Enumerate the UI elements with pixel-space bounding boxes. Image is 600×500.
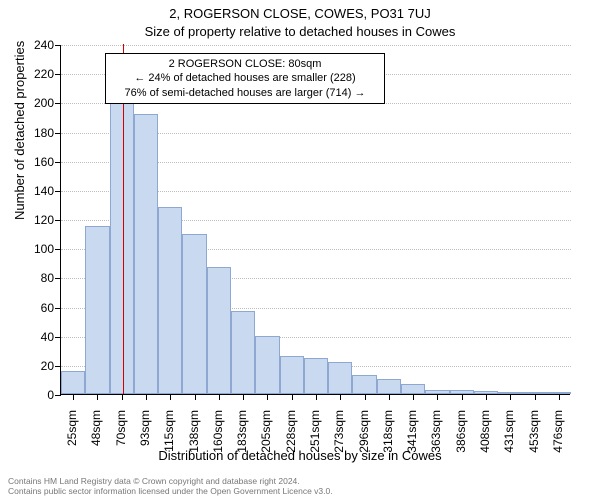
histogram-bar [85, 226, 109, 394]
y-tick-label: 140 [14, 184, 54, 198]
x-tick [73, 394, 74, 400]
y-tick-label: 200 [14, 96, 54, 110]
y-tick-label: 80 [14, 271, 54, 285]
y-tick-label: 160 [14, 155, 54, 169]
annotation-box: 2 ROGERSON CLOSE: 80sqm ← 24% of detache… [105, 53, 385, 104]
y-tick-label: 60 [14, 301, 54, 315]
y-tick-label: 220 [14, 67, 54, 81]
x-tick [195, 394, 196, 400]
x-tick [486, 394, 487, 400]
y-tick-label: 0 [14, 388, 54, 402]
x-tick [243, 394, 244, 400]
histogram-bar [182, 234, 206, 394]
histogram-bar [110, 88, 134, 394]
x-tick [267, 394, 268, 400]
y-tick [55, 337, 61, 338]
x-tick [413, 394, 414, 400]
y-tick [55, 191, 61, 192]
histogram-chart: 2, ROGERSON CLOSE, COWES, PO31 7UJ Size … [0, 0, 600, 500]
x-tick [462, 394, 463, 400]
histogram-bar [352, 375, 376, 394]
y-tick [55, 45, 61, 46]
x-tick [219, 394, 220, 400]
x-tick [316, 394, 317, 400]
x-tick [437, 394, 438, 400]
y-tick-label: 40 [14, 330, 54, 344]
y-tick [55, 133, 61, 134]
attribution-line-1: Contains HM Land Registry data © Crown c… [8, 476, 592, 486]
annotation-line-2: ← 24% of detached houses are smaller (22… [112, 71, 378, 85]
y-tick [55, 162, 61, 163]
chart-title-main: 2, ROGERSON CLOSE, COWES, PO31 7UJ [0, 6, 600, 21]
x-tick [559, 394, 560, 400]
y-tick-label: 240 [14, 38, 54, 52]
histogram-bar [377, 379, 401, 394]
x-tick [292, 394, 293, 400]
histogram-bar [304, 358, 328, 394]
x-tick [122, 394, 123, 400]
annotation-line-1: 2 ROGERSON CLOSE: 80sqm [112, 57, 378, 71]
y-tick [55, 366, 61, 367]
x-tick [146, 394, 147, 400]
y-tick [55, 308, 61, 309]
y-tick [55, 278, 61, 279]
x-tick [389, 394, 390, 400]
y-tick-label: 100 [14, 242, 54, 256]
histogram-bar [207, 267, 231, 394]
x-tick [510, 394, 511, 400]
y-tick [55, 249, 61, 250]
x-tick [170, 394, 171, 400]
x-axis-label: Distribution of detached houses by size … [0, 448, 600, 463]
gridline-h [61, 45, 571, 46]
y-tick [55, 220, 61, 221]
x-tick [365, 394, 366, 400]
histogram-bar [328, 362, 352, 394]
x-tick [535, 394, 536, 400]
chart-title-sub: Size of property relative to detached ho… [0, 24, 600, 39]
attribution-text: Contains HM Land Registry data © Crown c… [8, 476, 592, 496]
histogram-bar [61, 371, 85, 394]
x-tick [97, 394, 98, 400]
y-tick [55, 395, 61, 396]
y-tick [55, 103, 61, 104]
y-tick-label: 120 [14, 213, 54, 227]
x-tick [340, 394, 341, 400]
attribution-line-2: Contains public sector information licen… [8, 486, 592, 496]
y-tick-label: 180 [14, 126, 54, 140]
histogram-bar [158, 207, 182, 394]
y-tick [55, 74, 61, 75]
y-tick-label: 20 [14, 359, 54, 373]
histogram-bar [134, 114, 158, 394]
annotation-line-3: 76% of semi-detached houses are larger (… [112, 86, 378, 100]
histogram-bar [401, 384, 425, 394]
histogram-bar [280, 356, 304, 394]
histogram-bar [231, 311, 255, 394]
histogram-bar [255, 336, 279, 394]
